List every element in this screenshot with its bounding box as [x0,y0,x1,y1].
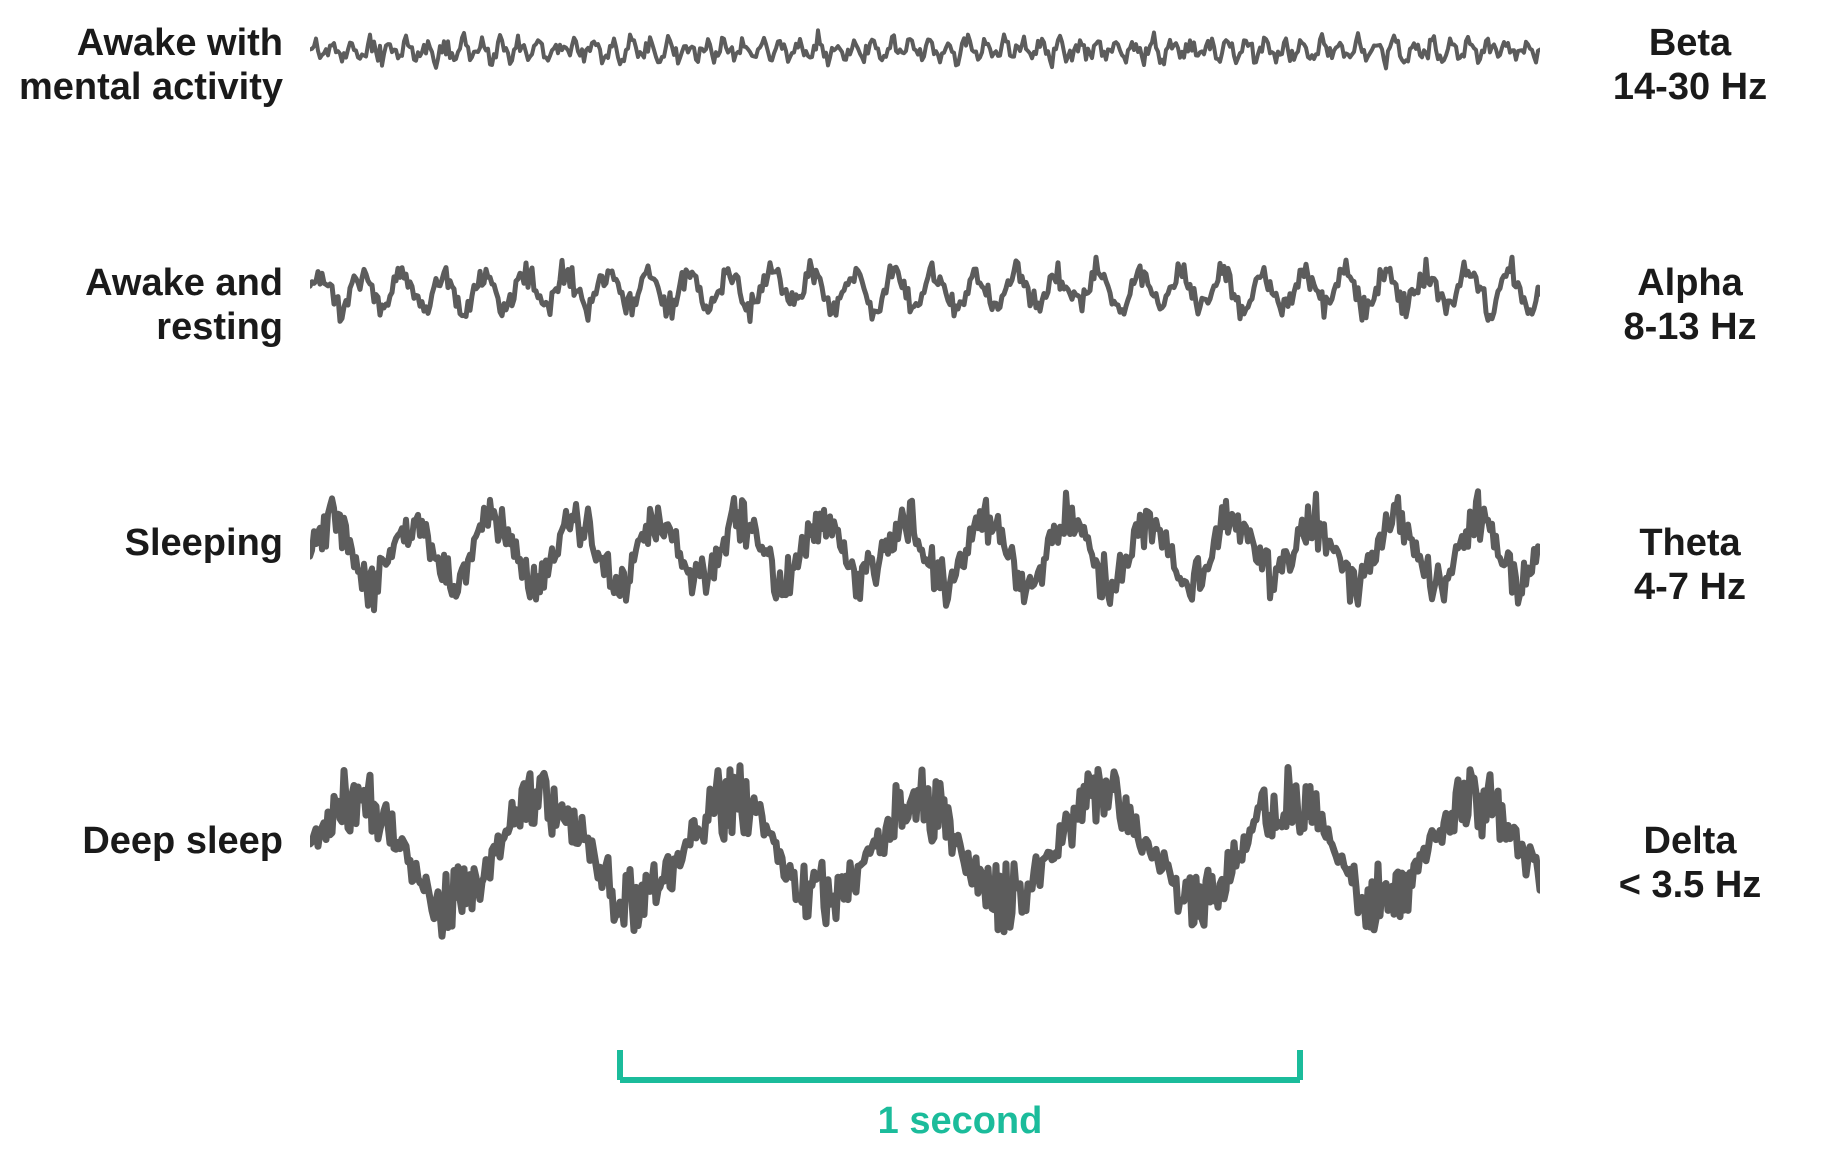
band-name-text: Theta [1639,522,1740,564]
state-label-theta: Sleeping [3,522,283,566]
band-freq-text: 4-7 Hz [1634,566,1746,608]
waveform-beta [310,10,1540,90]
time-scale-bar [610,1040,1310,1090]
state-label-text: resting [156,306,283,348]
row-theta: Sleeping Theta 4-7 Hz [0,460,1833,640]
state-label-delta: Deep sleep [3,820,283,864]
state-label-alpha: Awake and resting [3,262,283,349]
waveform-delta [310,720,1540,980]
band-freq-text: 8-13 Hz [1623,306,1756,348]
row-alpha: Awake and resting Alpha 8-13 Hz [0,230,1833,350]
state-label-beta: Awake with mental activity [3,22,283,109]
time-scale-text: 1 second [878,1100,1043,1142]
state-label-text: mental activity [19,66,283,108]
waveform-theta [310,460,1540,640]
band-label-delta: Delta < 3.5 Hz [1560,820,1820,907]
band-label-alpha: Alpha 8-13 Hz [1560,262,1820,349]
band-label-theta: Theta 4-7 Hz [1560,522,1820,609]
time-scale-label: 1 second [620,1100,1300,1143]
waveform-alpha [310,230,1540,350]
row-delta: Deep sleep Delta < 3.5 Hz [0,720,1833,980]
band-freq-text: 14-30 Hz [1613,66,1767,108]
band-name-text: Delta [1644,820,1737,862]
row-beta: Awake with mental activity Beta 14-30 Hz [0,10,1833,90]
band-name-text: Beta [1649,22,1731,64]
band-label-beta: Beta 14-30 Hz [1560,22,1820,109]
band-name-text: Alpha [1637,262,1743,304]
state-label-text: Awake and [85,262,283,304]
state-label-text: Awake with [77,22,283,64]
band-freq-text: < 3.5 Hz [1619,864,1762,906]
